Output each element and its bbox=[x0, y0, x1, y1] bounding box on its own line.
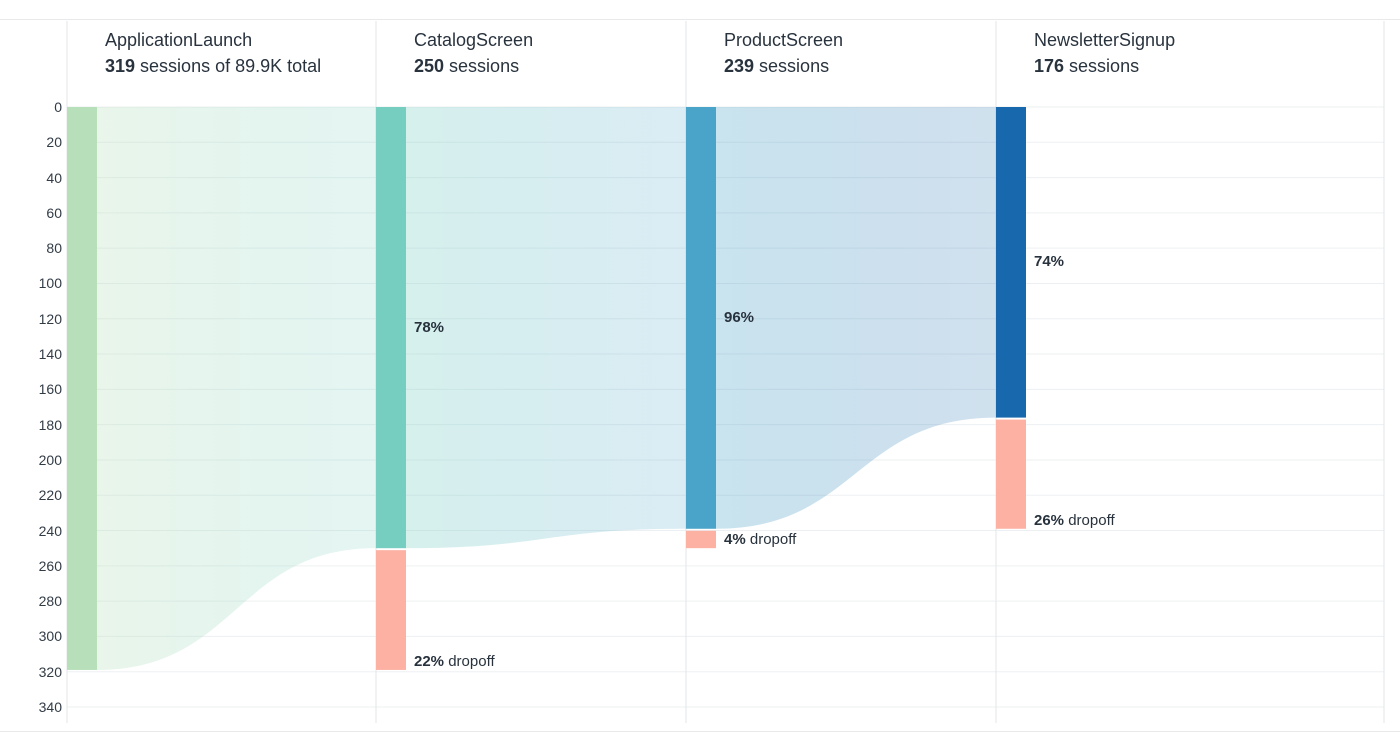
y-axis-tick-label: 340 bbox=[38, 699, 62, 715]
y-axis-tick-label: 160 bbox=[38, 381, 62, 398]
y-axis-tick-label: 200 bbox=[38, 451, 62, 468]
conversion-label-CatalogScreen-value: 78% bbox=[414, 318, 445, 336]
step-sessions-text: sessions bbox=[1064, 56, 1140, 76]
step-bar-CatalogScreen[interactable] bbox=[376, 107, 406, 549]
dropoff-label-NewsletterSignup-value: 26% bbox=[1034, 511, 1065, 529]
y-axis-tick-label: 0 bbox=[54, 99, 62, 115]
step-sessions-text: sessions of 89.9K total bbox=[135, 56, 322, 76]
step-title: CatalogScreen bbox=[414, 30, 534, 50]
step-header-productscreen: ProductScreen 239 sessions bbox=[724, 27, 843, 79]
step-title: ApplicationLaunch bbox=[105, 30, 253, 50]
y-axis-tick-label: 140 bbox=[38, 346, 62, 363]
conversion-label-CatalogScreen: 78% bbox=[414, 318, 444, 338]
step-bar-ProductScreen[interactable] bbox=[686, 107, 716, 529]
y-axis-tick-label: 300 bbox=[38, 628, 62, 645]
step-header-newslettersignup: NewsletterSignup 176 sessions bbox=[1034, 27, 1175, 79]
dropoff-label-CatalogScreen: 22% dropoff bbox=[414, 652, 495, 672]
top-border bbox=[0, 19, 1400, 20]
dropoff-label-NewsletterSignup: 26% dropoff bbox=[1034, 511, 1115, 531]
funnel-flow-ApplicationLaunch-to-CatalogScreen[interactable] bbox=[97, 107, 376, 670]
step-subtitle: 250 sessions bbox=[414, 53, 533, 79]
y-axis-tick-label: 260 bbox=[38, 557, 62, 574]
bottom-border bbox=[0, 731, 1400, 732]
y-axis-tick-label: 240 bbox=[38, 522, 62, 539]
dropoff-bar-NewsletterSignup[interactable] bbox=[996, 419, 1026, 529]
y-axis-tick-label: 40 bbox=[46, 169, 62, 186]
conversion-label-ProductScreen: 96% bbox=[724, 308, 754, 328]
dropoff-label-NewsletterSignup-text: dropoff bbox=[1064, 511, 1115, 529]
step-header-catalogscreen: CatalogScreen 250 sessions bbox=[414, 27, 533, 79]
y-axis-tick-label: 20 bbox=[46, 134, 62, 151]
funnel-flow-CatalogScreen-to-ProductScreen[interactable] bbox=[406, 107, 686, 549]
y-axis-tick-label: 220 bbox=[38, 487, 62, 504]
step-sessions-count: 250 bbox=[414, 56, 445, 76]
y-axis-tick-label: 180 bbox=[38, 416, 62, 433]
conversion-label-NewsletterSignup-value: 74% bbox=[1034, 253, 1065, 271]
y-axis-tick-label: 280 bbox=[38, 593, 62, 610]
step-subtitle: 319 sessions of 89.9K total bbox=[105, 53, 321, 79]
funnel-flow-ProductScreen-to-NewsletterSignup[interactable] bbox=[716, 107, 996, 529]
step-subtitle: 239 sessions bbox=[724, 53, 843, 79]
step-subtitle: 176 sessions bbox=[1034, 53, 1175, 79]
dropoff-bar-ProductScreen[interactable] bbox=[686, 530, 716, 549]
step-header-applicationlaunch: ApplicationLaunch 319 sessions of 89.9K … bbox=[105, 27, 321, 79]
dropoff-label-ProductScreen: 4% dropoff bbox=[724, 530, 796, 550]
step-sessions-text: sessions bbox=[754, 56, 830, 76]
dropoff-bar-CatalogScreen[interactable] bbox=[376, 550, 406, 670]
dropoff-label-CatalogScreen-value: 22% bbox=[414, 652, 445, 670]
step-sessions-text: sessions bbox=[444, 56, 520, 76]
y-axis-tick-label: 80 bbox=[46, 240, 62, 257]
dropoff-label-ProductScreen-value: 4% bbox=[724, 531, 746, 549]
dropoff-label-ProductScreen-text: dropoff bbox=[745, 531, 797, 549]
y-axis-tick-label: 100 bbox=[38, 275, 62, 292]
step-bar-ApplicationLaunch[interactable] bbox=[67, 107, 97, 670]
y-axis-tick-label: 60 bbox=[46, 204, 62, 221]
conversion-label-NewsletterSignup: 74% bbox=[1034, 252, 1064, 272]
step-title: NewsletterSignup bbox=[1034, 30, 1176, 50]
step-sessions-count: 319 bbox=[105, 56, 136, 76]
y-axis-tick-label: 320 bbox=[38, 663, 62, 680]
step-title: ProductScreen bbox=[724, 30, 844, 50]
step-sessions-count: 176 bbox=[1034, 56, 1065, 76]
step-sessions-count: 239 bbox=[724, 56, 755, 76]
step-bar-NewsletterSignup[interactable] bbox=[996, 107, 1026, 418]
conversion-label-ProductScreen-value: 96% bbox=[724, 308, 755, 326]
dropoff-label-CatalogScreen-text: dropoff bbox=[444, 652, 495, 670]
y-axis-tick-label: 120 bbox=[38, 310, 62, 327]
